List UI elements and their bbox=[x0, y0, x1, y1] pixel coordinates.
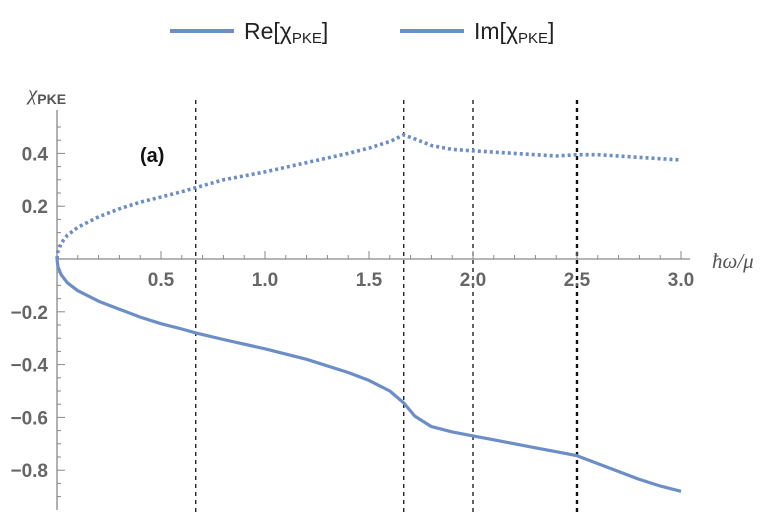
legend-label-re: Re[χPKE] bbox=[244, 18, 328, 47]
y-tick-label: −0.8 bbox=[10, 461, 48, 482]
panel-label: (a) bbox=[140, 145, 164, 167]
y-tick-label: 0.4 bbox=[22, 144, 49, 165]
reference-lines bbox=[195, 100, 579, 515]
y-tick-label: −0.4 bbox=[10, 356, 48, 377]
x-tick-label: 1.0 bbox=[252, 270, 278, 291]
x-axis-label: ħω/μ bbox=[712, 249, 754, 273]
y-tick-label: −0.6 bbox=[10, 408, 48, 429]
x-tick-label: 2.0 bbox=[460, 270, 486, 291]
y-tick-label: −0.2 bbox=[10, 303, 48, 324]
x-tick-label: 3.0 bbox=[668, 270, 694, 291]
series-line-re bbox=[55, 258, 682, 493]
axes bbox=[56, 110, 690, 510]
series bbox=[55, 133, 682, 493]
y-axis-label: χPKE bbox=[26, 81, 66, 107]
x-tick-label: 0.5 bbox=[148, 270, 175, 291]
y-tick-label: 0.2 bbox=[22, 197, 48, 218]
ticks: 0.5 1.0 1.5 2.0 2.5 3.0 0.4 0.2 −0.2 −0.4 −0.6 −0.8 bbox=[10, 126, 694, 498]
legend: Re[χPKE] Im[χPKE] bbox=[170, 18, 554, 47]
x-tick-label: 2.5 bbox=[564, 270, 591, 291]
series-line-im bbox=[55, 133, 682, 260]
legend-label-im: Im[χPKE] bbox=[474, 18, 554, 47]
x-tick-label: 1.5 bbox=[356, 270, 383, 291]
